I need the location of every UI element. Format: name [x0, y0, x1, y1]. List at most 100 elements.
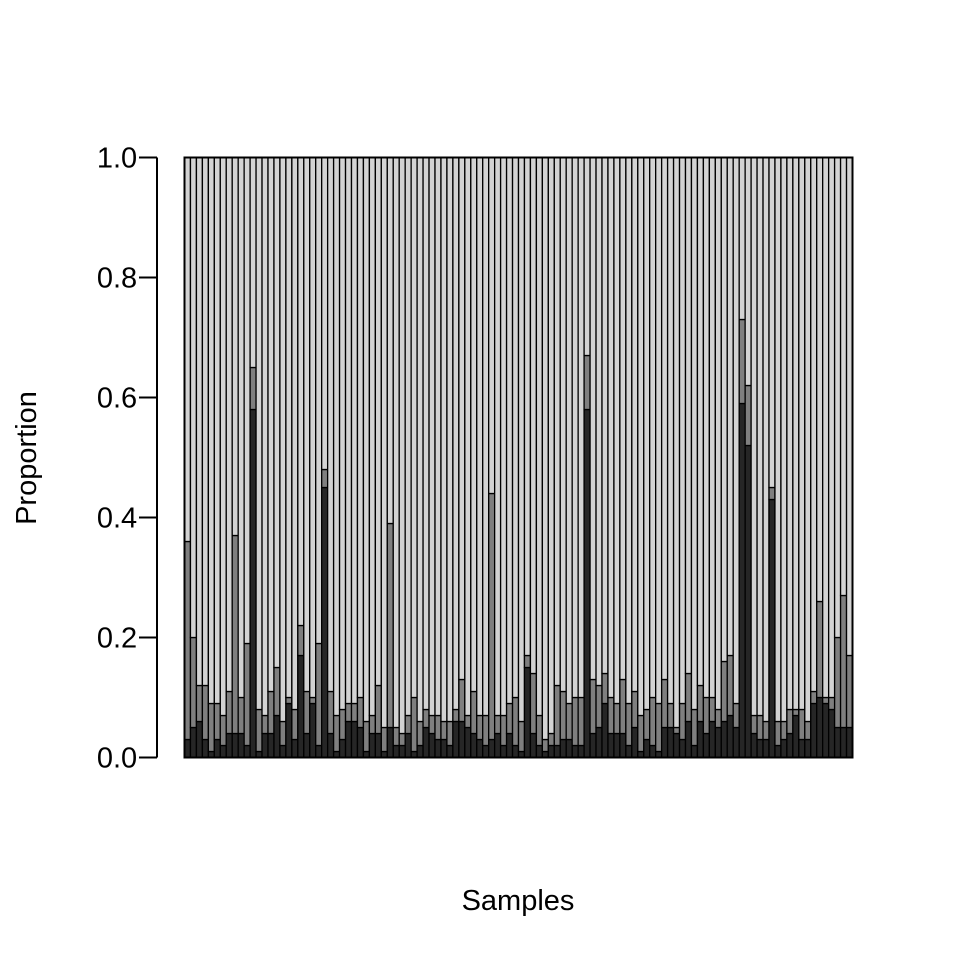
- bar-segment: [434, 156, 442, 717]
- bar-segment: [482, 744, 490, 759]
- bar-segment: [571, 696, 579, 747]
- bar-segment: [738, 402, 746, 759]
- bar-segment: [398, 156, 406, 735]
- bar-segment: [350, 720, 359, 759]
- bar-segment: [547, 156, 555, 735]
- bar-segment: [404, 714, 412, 735]
- bar-segment: [726, 156, 734, 657]
- bar-segment: [565, 738, 573, 759]
- bar-segment: [625, 744, 633, 759]
- bar-segment: [231, 156, 239, 537]
- bar-segment: [762, 738, 770, 759]
- bar-segment: [446, 156, 454, 723]
- bar-segment: [696, 720, 705, 759]
- bar-segment: [708, 696, 716, 723]
- bar-segment: [446, 744, 454, 759]
- bars-group: [183, 156, 854, 759]
- bar-segment: [237, 156, 245, 699]
- y-axis: 0.0 0.2 0.4 0.6 0.8 1.0: [97, 143, 158, 775]
- bar-segment: [261, 714, 269, 735]
- bar-segment: [344, 702, 353, 723]
- y-axis-label: Proportion: [11, 391, 43, 525]
- bar-segment: [368, 156, 377, 717]
- bar-segment: [422, 156, 430, 711]
- bar-segment: [368, 714, 377, 735]
- bar-segment: [786, 156, 794, 711]
- bar-segment: [666, 726, 675, 759]
- bar-segment: [529, 732, 538, 759]
- bar-segment: [744, 156, 752, 387]
- bar-segment: [827, 696, 836, 711]
- bar-segment: [499, 714, 508, 747]
- bar-segment: [291, 708, 299, 741]
- y-tick-label: 1.0: [97, 143, 137, 175]
- bar-segment: [786, 708, 794, 735]
- bar-segment: [535, 156, 544, 717]
- bar-segment: [279, 744, 287, 759]
- bar-segment: [649, 156, 657, 699]
- bar-segment: [470, 156, 478, 693]
- bar-segment: [243, 156, 251, 645]
- bar-segment: [225, 156, 233, 693]
- bar-segment: [237, 696, 245, 735]
- bar-segment: [273, 666, 281, 717]
- bar-segment: [839, 594, 848, 729]
- bar-segment: [750, 156, 758, 717]
- bar-segment: [380, 726, 388, 753]
- bar-segment: [547, 732, 555, 747]
- bar-segment: [738, 318, 746, 405]
- bar-segment: [553, 156, 561, 687]
- bar-segment: [565, 702, 573, 741]
- bar-segment: [476, 738, 484, 759]
- bar-segment: [315, 744, 323, 759]
- bar-segment: [189, 636, 198, 729]
- bar-segment: [625, 702, 633, 747]
- bar-segment: [750, 732, 758, 759]
- bar-segment: [273, 714, 281, 759]
- bar-segment: [595, 684, 603, 729]
- bar-segment: [720, 720, 728, 759]
- bar-segment: [792, 156, 800, 711]
- bar-segment: [321, 468, 329, 489]
- bar-segment: [410, 156, 418, 699]
- bar-segment: [386, 522, 394, 729]
- x-axis-label: Samples: [462, 885, 575, 917]
- bar-segment: [780, 720, 788, 741]
- bar-segment: [660, 726, 669, 759]
- bar-segment: [505, 702, 514, 735]
- bar-segment: [571, 744, 579, 759]
- bar-segment: [839, 156, 848, 597]
- bar-segment: [690, 156, 699, 711]
- bar-segment: [625, 156, 633, 705]
- bar-segment: [774, 720, 782, 747]
- bar-segment: [511, 744, 520, 759]
- bar-segment: [434, 714, 442, 741]
- bar-segment: [732, 702, 740, 729]
- bar-segment: [225, 690, 233, 735]
- bar-segment: [255, 708, 263, 753]
- bar-segment: [201, 738, 209, 759]
- bar-segment: [756, 156, 764, 717]
- bar-segment: [374, 156, 382, 687]
- bar-segment: [237, 732, 245, 759]
- bar-segment: [488, 156, 496, 495]
- bar-segment: [732, 726, 740, 759]
- bar-segment: [249, 408, 257, 759]
- bar-segment: [553, 684, 561, 747]
- bar-segment: [470, 732, 478, 759]
- bar-segment: [326, 156, 335, 693]
- bar-segment: [678, 738, 687, 759]
- bar-segment: [362, 720, 371, 753]
- bar-segment: [309, 156, 317, 699]
- bar-segment: [231, 534, 239, 735]
- bar-segment: [332, 156, 341, 717]
- bar-segment: [655, 156, 663, 705]
- bar-segment: [416, 720, 424, 747]
- bar-segment: [559, 690, 567, 741]
- bar-segment: [499, 156, 508, 717]
- bar-segment: [643, 156, 651, 711]
- bar-segment: [464, 156, 472, 717]
- bar-segment: [517, 720, 526, 753]
- bar-segment: [464, 726, 472, 759]
- bar-segment: [249, 156, 257, 369]
